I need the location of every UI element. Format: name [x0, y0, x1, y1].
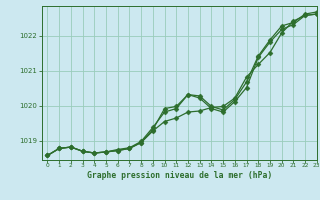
X-axis label: Graphe pression niveau de la mer (hPa): Graphe pression niveau de la mer (hPa)	[87, 171, 272, 180]
